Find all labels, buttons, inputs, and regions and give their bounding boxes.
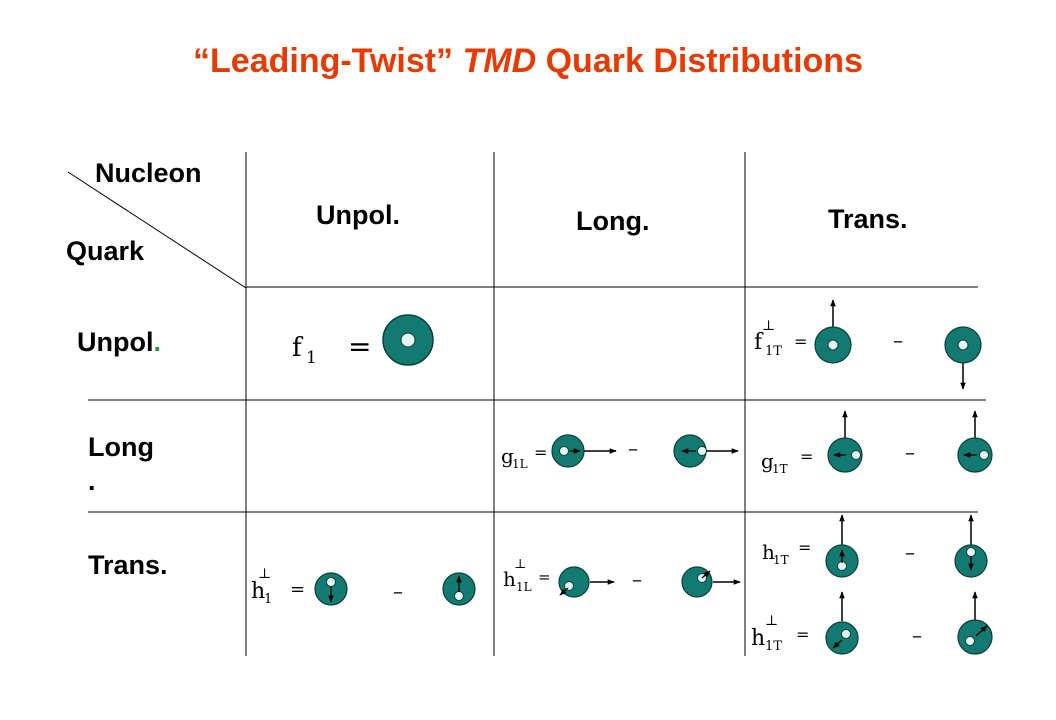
f1T-perp-minus: – (893, 328, 903, 352)
g1T-nucleon-a (827, 410, 863, 473)
svg-text:1T: 1T (772, 462, 788, 476)
row-header-long: Long (88, 432, 154, 462)
h1L-perp-minus: – (632, 567, 642, 591)
h1T-perp-minus: – (912, 623, 922, 647)
h1T-perp-nucleon-b (957, 591, 993, 655)
g1T-equals: = (800, 447, 813, 466)
svg-text:h: h (503, 567, 516, 591)
h1T-nucleon-b (954, 514, 988, 578)
svg-text:g: g (761, 449, 774, 473)
svg-text:h: h (251, 579, 265, 604)
g1L-minus: – (628, 436, 638, 460)
svg-text:h: h (762, 540, 775, 564)
h1T-perp-nucleon-a (825, 591, 859, 655)
h1L-perp-equals: = (538, 568, 551, 586)
svg-text:1: 1 (306, 348, 317, 368)
corner-diagonal (67, 171, 247, 289)
svg-text:1T: 1T (765, 344, 782, 359)
svg-text:⊥: ⊥ (765, 613, 778, 629)
f1T-perp-nucleon-up (814, 299, 852, 364)
f1-equals: = (348, 330, 371, 363)
svg-text:1L: 1L (512, 457, 528, 471)
svg-text:⊥: ⊥ (514, 557, 526, 572)
svg-text:⊥: ⊥ (258, 566, 271, 582)
f1-label: f 1 (292, 333, 317, 368)
f1T-perp-nucleon-down (944, 326, 982, 390)
row-header-trans: Trans. (88, 550, 168, 580)
g1L-nucleon-b (673, 434, 739, 468)
h1-perp-nucleon-a (314, 572, 348, 606)
column-header-long: Long. (576, 206, 650, 236)
g1T-label: g 1T (761, 449, 788, 476)
h1-perp-minus: – (393, 579, 403, 603)
g1L-nucleon-a (551, 434, 617, 468)
f1T-perp-equals: = (794, 332, 807, 351)
h1-perp-label: h ⊥ 1 (251, 566, 272, 607)
h1-perp-equals: = (290, 579, 305, 600)
h1T-perp-label: h ⊥ 1T (751, 613, 782, 654)
svg-text:1T: 1T (765, 639, 782, 654)
svg-text:1L: 1L (516, 580, 532, 594)
g1T-minus: – (905, 440, 915, 464)
h1L-perp-nucleon-b (681, 566, 741, 598)
svg-text:f: f (754, 330, 764, 355)
h1T-perp-equals: = (796, 625, 809, 644)
svg-text:⊥: ⊥ (762, 318, 775, 334)
h1T-minus: – (905, 540, 915, 564)
g1L-label: g 1L (501, 444, 528, 471)
corner-nucleon-label: Nucleon (95, 158, 202, 188)
f1T-perp-label: f ⊥ 1T (754, 318, 782, 359)
h1T-label: h 1T (762, 540, 789, 567)
f1-nucleon (382, 314, 434, 366)
h1-perp-nucleon-b (442, 572, 476, 606)
svg-text:h: h (751, 626, 765, 651)
column-header-trans: Trans. (828, 204, 908, 234)
svg-text:f: f (292, 333, 304, 363)
row-header-long-dot: . (88, 466, 96, 496)
svg-text:g: g (501, 444, 514, 468)
svg-text:1: 1 (264, 592, 272, 607)
h1T-equals: = (798, 538, 811, 557)
h1T-nucleon-a (825, 514, 859, 578)
svg-text:1T: 1T (773, 553, 789, 567)
h1L-perp-nucleon-a (558, 566, 615, 598)
g1T-nucleon-b (957, 410, 993, 473)
g1L-equals: = (534, 443, 547, 462)
corner-quark-label: Quark (66, 236, 145, 266)
page-title: “Leading-Twist” TMD Quark Distributions (193, 42, 863, 80)
h1L-perp-label: h ⊥ 1L (503, 557, 532, 594)
column-header-unpol: Unpol. (316, 200, 400, 230)
row-header-unpol: Unpol. (77, 327, 161, 357)
